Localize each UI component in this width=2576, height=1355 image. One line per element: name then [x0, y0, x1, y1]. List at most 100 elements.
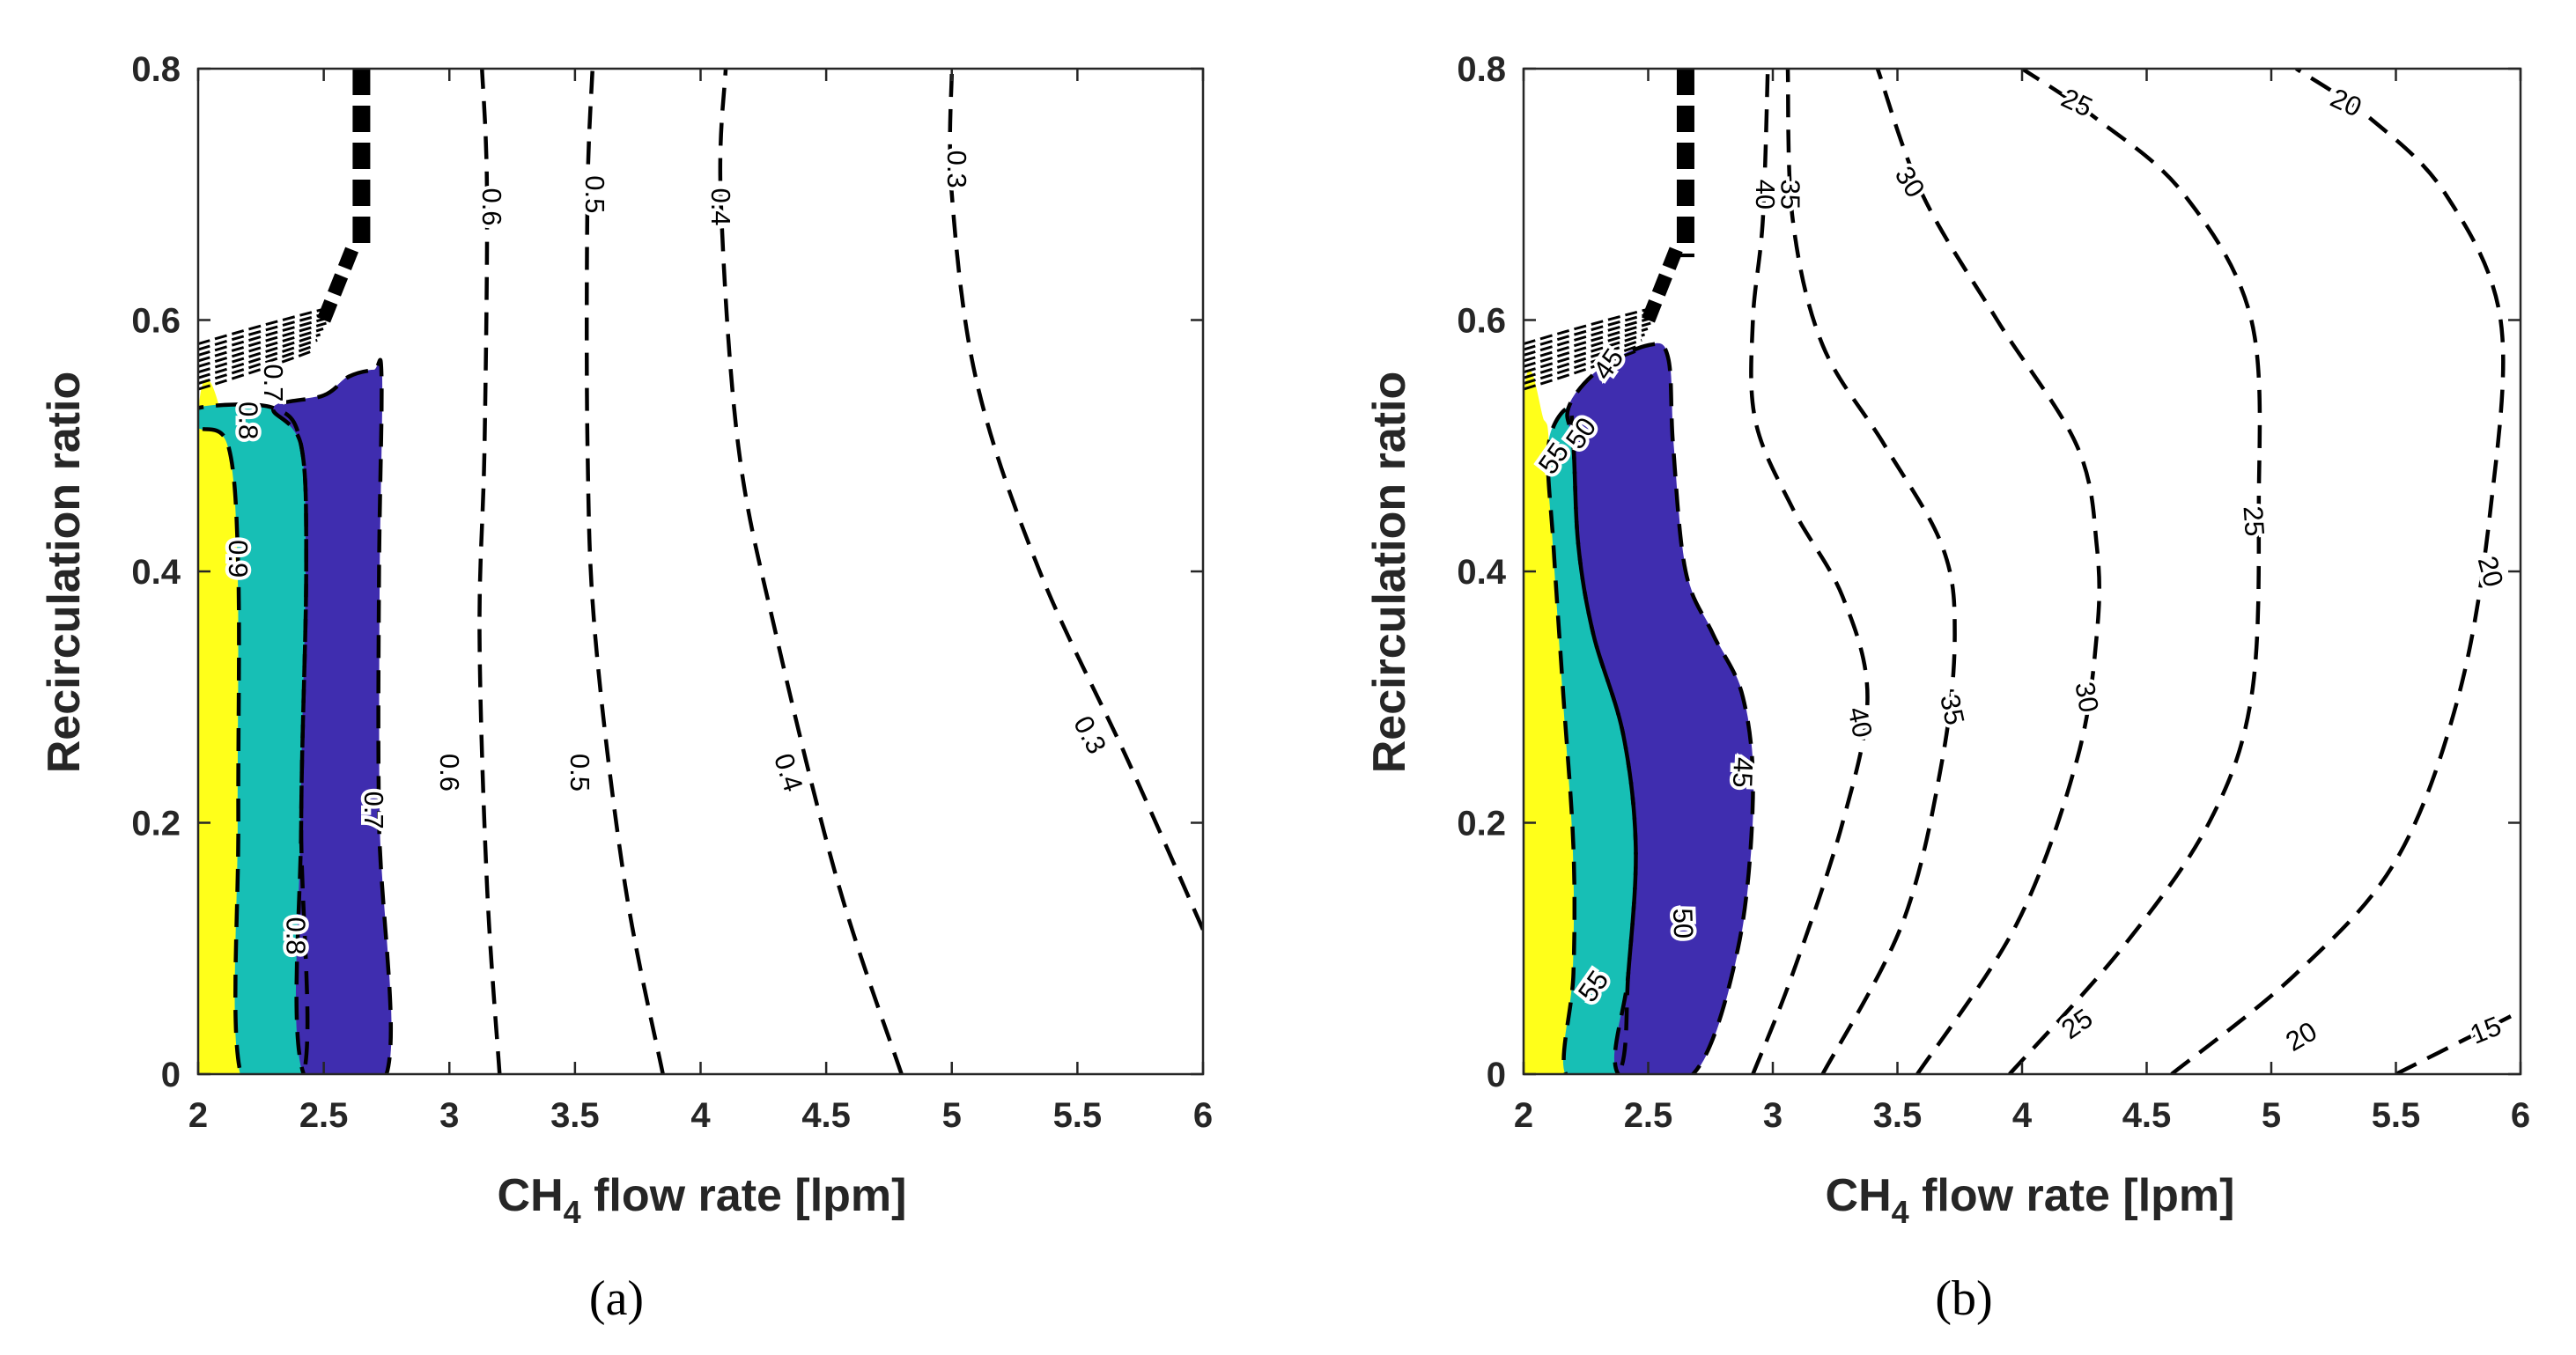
contour-label: 50 — [1664, 904, 1702, 943]
contour-label-text: 0.9 — [223, 540, 254, 578]
contour-20 — [2170, 69, 2506, 1074]
contour-label-text: 40 — [1750, 180, 1781, 210]
y-axis-label: Recirculation ratio — [1364, 372, 1415, 774]
contour-label-text: 50 — [1667, 908, 1699, 939]
contour-label-text: 45 — [1727, 757, 1759, 789]
x-tick-label: 2.5 — [299, 1096, 349, 1135]
contour-label-text: 25 — [2238, 504, 2270, 537]
clutter-line — [198, 333, 321, 374]
y-tick-label: 0 — [1487, 1056, 1506, 1094]
x-tick-label: 4.5 — [2122, 1096, 2172, 1135]
panel-label-b: (b) — [1935, 1271, 1992, 1326]
contour-label: 25 — [2234, 501, 2274, 541]
contour-label-text: 0.6 — [476, 188, 507, 225]
contour-label-text: 0.6 — [434, 754, 465, 792]
x-tick-label: 2.5 — [1624, 1096, 1673, 1135]
x-tick-label: 3 — [1763, 1096, 1783, 1135]
plot-area: 0.6 0.5 0.40.30.6 0.5 0.40.30.70.80.90.80.7 — [198, 69, 1203, 1074]
contour-label-text: 0.8 — [233, 401, 264, 439]
contour-label: 0.5 — [576, 172, 614, 217]
contour-label: 0.5 — [561, 750, 599, 795]
contour-label-text: 0.7 — [358, 792, 389, 829]
contour-0.5 — [584, 69, 665, 1074]
clutter-line — [198, 321, 327, 363]
y-tick-label: 0.4 — [1457, 553, 1506, 592]
contour-label: 0.6 — [431, 750, 469, 795]
contour-label-text: 0.3 — [941, 151, 972, 188]
x-tick-label: 5.5 — [2372, 1096, 2421, 1135]
contour-label: 35 — [1930, 688, 1974, 731]
y-tick-label: 0 — [161, 1056, 181, 1094]
x-tick-label: 4.5 — [801, 1096, 851, 1135]
contour-0.4 — [718, 69, 904, 1074]
x-tick-label: 2 — [1514, 1096, 1533, 1135]
clutter-line — [198, 350, 312, 391]
x-tick-label: 3.5 — [550, 1096, 600, 1135]
x-tick-label: 5 — [2262, 1096, 2281, 1135]
contour-label-text: 40 — [1842, 704, 1878, 740]
contour-label-text: 0.8 — [281, 917, 312, 954]
contour-label: 25 — [2052, 999, 2101, 1049]
contour-label: 30 — [2065, 676, 2107, 718]
contour-0.3 — [948, 69, 1203, 931]
clutter-line — [198, 305, 336, 346]
contour-15 — [2395, 1009, 2521, 1074]
contour-label: 40 — [1838, 701, 1881, 744]
clutter-line — [198, 328, 324, 368]
y-tick-label: 0.6 — [1457, 302, 1506, 341]
x-tick-label: 3.5 — [1873, 1096, 1923, 1135]
x-tick-label: 5.5 — [1053, 1096, 1103, 1135]
clutter-line — [198, 316, 330, 357]
contour-label: 0.8 — [277, 913, 315, 958]
clutter-line — [1524, 305, 1660, 346]
x-tick-label: 3 — [439, 1096, 459, 1135]
clutter-line — [1524, 350, 1636, 391]
clutter-line — [198, 344, 315, 386]
contour-label: 35 — [1771, 176, 1809, 213]
contour-label: 0.8 — [230, 398, 268, 443]
x-axis-label: CH4 flow rate [lpm] — [1826, 1170, 2235, 1230]
contour-label: 0.9 — [219, 536, 257, 581]
contour-label: 0.7 — [355, 788, 393, 833]
x-tick-label: 5 — [942, 1096, 962, 1135]
contour-label-text: 35 — [1775, 180, 1805, 210]
clutter-line — [1524, 328, 1649, 368]
contour-label-text: 0.7 — [258, 364, 289, 401]
contour-label-text: 30 — [2069, 680, 2104, 715]
x-tick-label: 6 — [2511, 1096, 2530, 1135]
y-tick-label: 0.2 — [131, 805, 181, 843]
band-edge-2 — [1565, 342, 1755, 1074]
contour-label-text: 35 — [1934, 691, 1970, 727]
contour-label: 0.3 — [938, 147, 976, 192]
y-tick-label: 0.4 — [131, 553, 181, 592]
contour-label: 45 — [1723, 754, 1762, 792]
y-tick-label: 0.2 — [1457, 805, 1506, 843]
panel-b: Recirculation ratio CH4 flow rate [lpm] … — [1364, 50, 2530, 1326]
contour-35 — [1785, 69, 1957, 1074]
band-edge-1 — [198, 402, 310, 1074]
band-edge-2 — [271, 357, 394, 1074]
x-tick-label: 2 — [188, 1096, 208, 1135]
clutter-line — [1524, 344, 1640, 386]
contour-label: 20 — [2277, 1012, 2325, 1061]
contour-label-text: 0.5 — [579, 175, 610, 213]
x-axis-label: CH4 flow rate [lpm] — [498, 1170, 907, 1230]
panel-a: Recirculation ratio CH4 flow rate [lpm] … — [39, 50, 1213, 1326]
contour-label: 40 — [1746, 176, 1784, 213]
spike-tail — [317, 241, 361, 323]
spike-tail — [1642, 241, 1685, 323]
panel-label-a: (a) — [589, 1271, 644, 1326]
x-tick-label: 4 — [690, 1096, 711, 1135]
contour-label-text: 0.5 — [565, 754, 595, 792]
contour-40 — [1749, 69, 1870, 1074]
x-tick-label: 6 — [1193, 1096, 1213, 1135]
contour-25 — [2008, 69, 2262, 1074]
contour-label: 20 — [2469, 549, 2513, 593]
clutter-line — [1524, 321, 1651, 363]
x-tick-label: 4 — [2012, 1096, 2033, 1135]
y-tick-label: 0.8 — [1457, 50, 1506, 89]
y-tick-label: 0.8 — [131, 50, 181, 89]
y-axis-label: Recirculation ratio — [39, 372, 90, 774]
